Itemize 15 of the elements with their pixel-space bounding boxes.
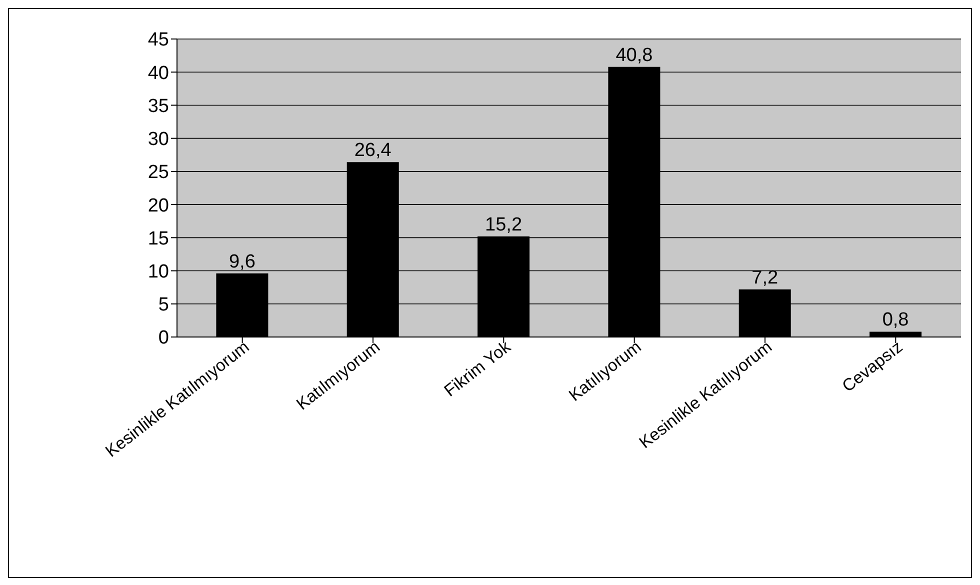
data-label: 40,8 [616, 44, 653, 66]
y-tick-label: 25 [148, 162, 169, 184]
y-tick-label: 5 [158, 294, 169, 316]
y-tick-label: 20 [148, 195, 169, 216]
y-tick-label: 35 [148, 96, 169, 117]
data-label: 15,2 [485, 214, 522, 236]
y-tick-label: 10 [148, 262, 169, 283]
y-tick-label: 40 [148, 62, 169, 84]
y-tick-label: 0 [158, 328, 169, 349]
data-label: 26,4 [354, 140, 392, 162]
data-label: 0,8 [882, 310, 909, 331]
y-tick-label: 30 [148, 129, 169, 150]
y-tick-label: 15 [148, 228, 169, 250]
y-tick-label: 45 [148, 30, 169, 51]
data-label: 9,6 [228, 251, 256, 272]
